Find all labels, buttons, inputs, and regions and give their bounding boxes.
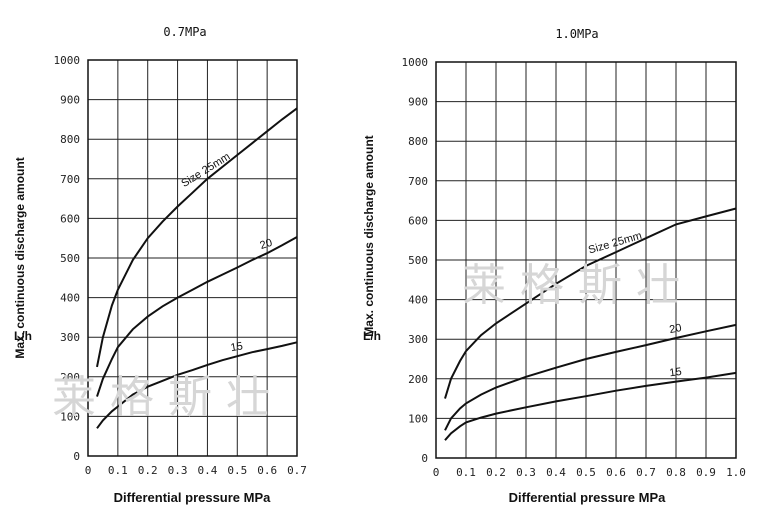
y-axis-unit: L/h [14, 329, 32, 343]
chart-title: 1.0MPa [555, 27, 598, 41]
x-tick-label: 0.9 [696, 466, 716, 479]
y-tick-label: 200 [408, 373, 428, 386]
x-axis-label: Differential pressure MPa [114, 490, 272, 505]
y-tick-label: 400 [60, 292, 80, 305]
x-tick-label: 0.2 [486, 466, 506, 479]
y-tick-label: 400 [408, 294, 428, 307]
x-tick-label: 0.5 [227, 464, 247, 477]
chart-0.7mpa: 0.7MPa 0 0.1 0.2 0.3 0.4 0.5 0.6 0.7 0 100 200 300 40… [13, 25, 307, 505]
y-tick-label: 1000 [402, 56, 429, 69]
y-tick-label: 600 [408, 214, 428, 227]
chart-1.0mpa: 1.0MPa 0 0.1 0.2 0.3 0.4 0.5 0.6 0.7 0.8 0.9 1.0 0 10… [362, 27, 746, 505]
x-tick-label: 0.2 [138, 464, 158, 477]
x-tick-label: 0.4 [197, 464, 217, 477]
x-tick-label: 0 [433, 466, 440, 479]
x-tick-label: 1.0 [726, 466, 746, 479]
x-tick-label: 0 [85, 464, 92, 477]
x-tick-label: 0.1 [108, 464, 128, 477]
x-tick-label: 0.5 [576, 466, 596, 479]
y-axis-unit: L/h [363, 329, 381, 343]
chart-title: 0.7MPa [163, 25, 206, 39]
y-tick-label: 100 [60, 410, 80, 423]
watermark-left: 莱格斯壮 [52, 372, 284, 423]
series-label-2: 20 [668, 322, 682, 336]
y-tick-label: 700 [60, 173, 80, 186]
plot-frame [435, 61, 737, 459]
series-line-1 [96, 107, 298, 368]
y-tick-label: 600 [60, 212, 80, 225]
y-tick-label: 700 [408, 175, 428, 188]
y-tick-label: 800 [60, 133, 80, 146]
y-tick-label: 800 [408, 135, 428, 148]
x-tick-label: 0.6 [257, 464, 277, 477]
y-tick-label: 100 [408, 412, 428, 425]
x-tick-label: 0.4 [546, 466, 566, 479]
series-label-1: Size 25mm [179, 151, 232, 190]
y-tick-label: 300 [408, 333, 428, 346]
y-tick-label: 0 [421, 452, 428, 465]
y-tick-label: 200 [60, 371, 80, 384]
y-axis-label: Max. continuous discharge amount [13, 157, 27, 358]
y-tick-label: 0 [73, 450, 80, 463]
x-tick-label: 0.7 [636, 466, 656, 479]
y-axis-label: Max. continuous discharge amount [362, 135, 376, 336]
x-tick-label: 0.6 [606, 466, 626, 479]
x-tick-label: 0.1 [456, 466, 476, 479]
series-label-2: 20 [259, 237, 274, 252]
y-tick-label: 300 [60, 331, 80, 344]
series-line-1 [444, 207, 737, 399]
series-line-3 [96, 341, 298, 429]
series-line-2 [96, 236, 298, 397]
x-tick-label: 0.8 [666, 466, 686, 479]
series-label-3: 15 [230, 340, 244, 354]
y-tick-label: 500 [60, 252, 80, 265]
plot-frame [87, 59, 298, 457]
series-line-3 [444, 371, 737, 441]
x-tick-label: 0.3 [516, 466, 536, 479]
y-tick-label: 900 [60, 94, 80, 107]
x-tick-label: 0.3 [168, 464, 188, 477]
x-tick-label: 0.7 [287, 464, 307, 477]
y-tick-label: 500 [408, 254, 428, 267]
x-axis-label: Differential pressure MPa [509, 490, 667, 505]
watermark-right: 莱格斯壮 [462, 260, 694, 311]
series-line-2 [444, 323, 737, 431]
y-tick-label: 900 [408, 96, 428, 109]
series-label-3: 15 [669, 366, 683, 380]
y-tick-label: 1000 [54, 54, 81, 67]
